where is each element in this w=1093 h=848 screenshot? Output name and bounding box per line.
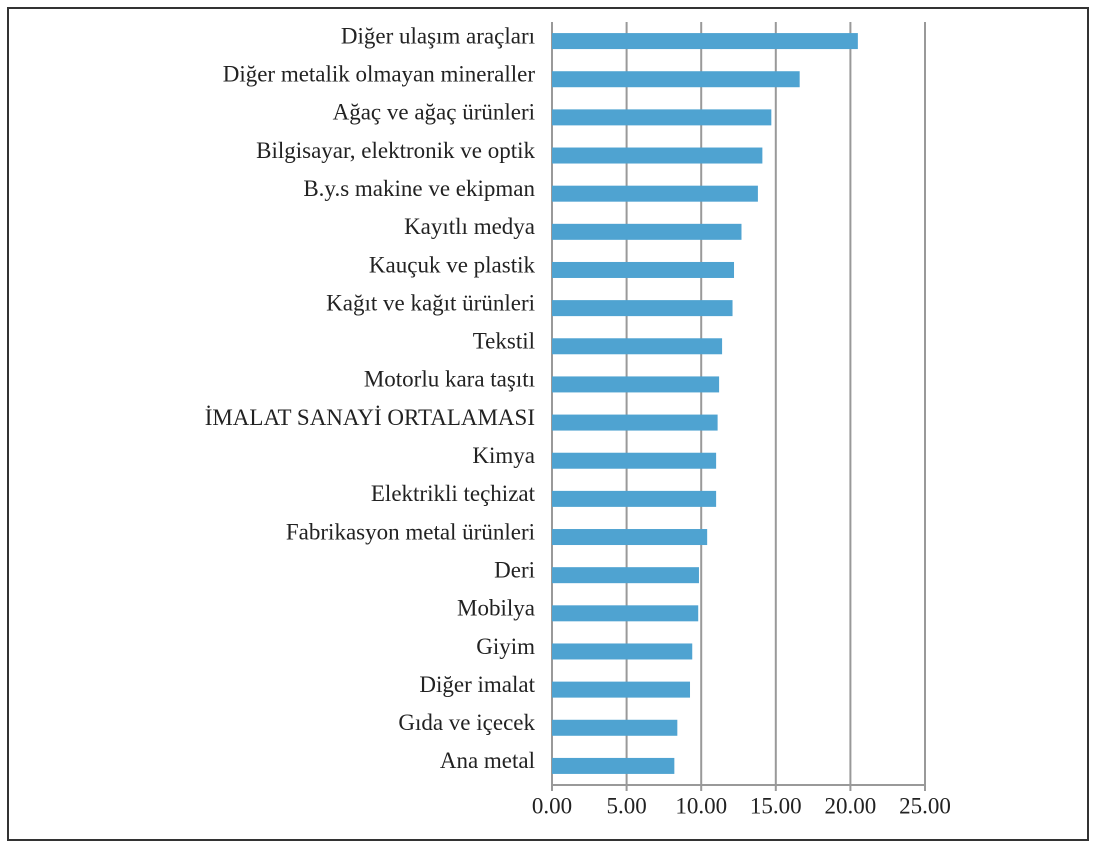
x-tick-label: 20.00 — [825, 793, 877, 818]
y-tick-label: B.y.s makine ve ekipman — [303, 176, 535, 201]
y-tick-label: Fabrikasyon metal ürünleri — [286, 519, 535, 544]
y-tick-label: Diğer ulaşım araçları — [341, 23, 535, 48]
bar — [552, 490, 717, 507]
y-tick-label: Diğer imalat — [419, 672, 535, 697]
y-tick-label: Gıda ve içecek — [398, 710, 535, 735]
bar — [552, 71, 800, 88]
bar — [552, 605, 699, 622]
y-tick-label: Ağaç ve ağaç ürünleri — [333, 100, 535, 125]
bar — [552, 681, 691, 698]
bar — [552, 452, 717, 469]
y-tick-label: Kağıt ve kağıt ürünleri — [326, 290, 535, 315]
y-tick-label: Motorlu kara taşıtı — [364, 367, 535, 392]
x-tick-label: 25.00 — [899, 793, 951, 818]
bar — [552, 643, 693, 660]
bar — [552, 338, 723, 355]
y-tick-label: Tekstil — [473, 329, 535, 354]
bar — [552, 757, 675, 774]
x-tick-label: 10.00 — [675, 793, 727, 818]
x-tick-label: 0.00 — [532, 793, 572, 818]
bar — [552, 376, 720, 393]
y-tick-label: Deri — [494, 557, 535, 582]
y-tick-label: Bilgisayar, elektronik ve optik — [256, 138, 535, 163]
bar — [552, 300, 733, 317]
y-tick-label: Diğer metalik olmayan mineraller — [223, 62, 536, 87]
y-tick-label: Elektrikli teçhizat — [371, 481, 536, 506]
y-tick-label: Ana metal — [440, 748, 535, 773]
bar — [552, 529, 708, 546]
y-tick-label: Mobilya — [457, 596, 535, 621]
bar — [552, 261, 735, 278]
bar — [552, 33, 858, 50]
y-tick-label: Giyim — [476, 634, 535, 659]
bar — [552, 147, 763, 164]
bar — [552, 185, 758, 202]
y-tick-label: Kimya — [472, 443, 535, 468]
bar — [552, 719, 678, 736]
bar — [552, 109, 772, 126]
bar — [552, 567, 699, 584]
y-tick-label: İMALAT SANAYİ ORTALAMASI — [205, 405, 535, 430]
x-tick-label: 5.00 — [606, 793, 646, 818]
bar — [552, 414, 718, 431]
y-tick-label: Kauçuk ve plastik — [369, 252, 536, 277]
x-tick-label: 15.00 — [750, 793, 802, 818]
bar — [552, 223, 742, 240]
frame — [7, 7, 1089, 841]
y-tick-label: Kayıtlı medya — [404, 214, 535, 239]
